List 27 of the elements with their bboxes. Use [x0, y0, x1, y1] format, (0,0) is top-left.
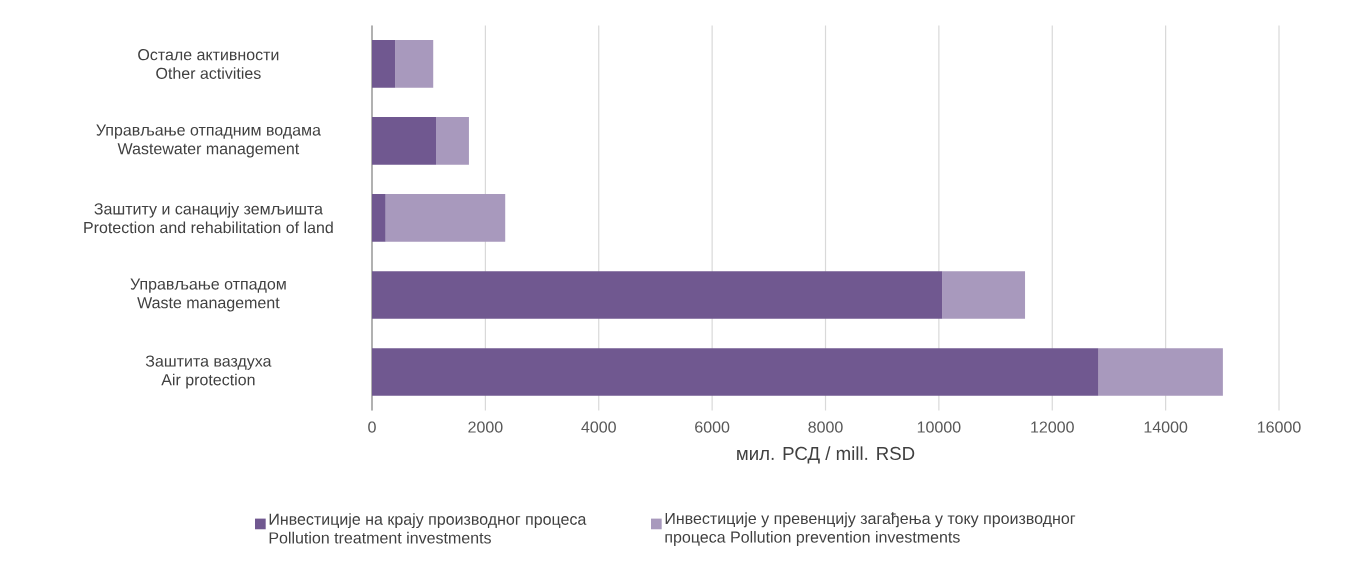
y-tick-label: Остале активности Other activities: [138, 49, 279, 79]
x-tick-label: 2000: [468, 421, 503, 433]
bar: [372, 117, 437, 165]
bar: [372, 348, 1099, 396]
y-tick-label: Заштиту и санацију земљишта Protection and rehabilitation of land: [84, 202, 333, 234]
bar: [436, 117, 469, 165]
x-tick-label: 16000: [1257, 421, 1301, 433]
x-tick-label: 6000: [695, 421, 730, 433]
y-tick-label: Управљање отпадом Waste management: [130, 278, 286, 312]
legend-label: Инвестиције на крају производног процеса Pollution treatment investments: [269, 513, 587, 544]
x-tick-label: 0: [368, 421, 376, 433]
bar: [395, 40, 434, 88]
bar: [385, 194, 506, 242]
x-tick-label: 14000: [1144, 421, 1188, 433]
bar: [372, 271, 943, 319]
bar: [1098, 348, 1223, 396]
bar: [372, 40, 396, 88]
x-tick-label: 8000: [808, 421, 843, 433]
bar: [942, 271, 1026, 319]
x-axis-title: мил. РСД / mill. RSD: [737, 446, 915, 464]
y-tick-label: Заштита ваздуха Air protection: [145, 355, 272, 389]
x-tick-label: 10000: [917, 421, 961, 433]
x-tick-label: 4000: [581, 421, 616, 433]
y-tick-label: Управљање отпадним водама Wastewater management: [96, 124, 321, 158]
bar: [372, 194, 386, 242]
x-tick-label: 12000: [1031, 421, 1074, 433]
legend-label: Инвестиције у превенцију загађења у току производног процеса Pollution prevention investments: [665, 512, 1076, 546]
